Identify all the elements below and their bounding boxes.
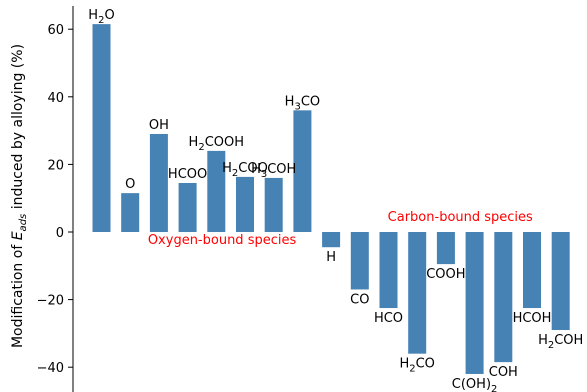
bar — [322, 232, 341, 248]
bar-label: CO — [350, 292, 369, 307]
bar — [264, 177, 283, 232]
bar-label: H — [326, 250, 336, 265]
bar-label: HCOO — [168, 167, 207, 182]
bar-label: H2CO — [399, 357, 434, 375]
bar — [350, 232, 369, 290]
chart-annotations: Oxygen-bound species Carbon-bound species — [148, 210, 533, 248]
bar-label: H2COOH — [189, 135, 244, 153]
y-tick-label: 40 — [47, 91, 64, 106]
species-group-annotation: Carbon-bound species — [388, 210, 533, 225]
bar-label: H3COH — [251, 162, 296, 180]
plot-axes: 60 40 20 0 −20 −40 — [37, 6, 74, 392]
bar-label: COOH — [426, 267, 465, 282]
bar-label: OH — [149, 118, 169, 133]
bar — [293, 110, 312, 232]
bar-label: COH — [489, 365, 518, 380]
bar-label: H2COO — [222, 161, 268, 179]
y-axis-label: Modification of Eads induced by alloying… — [10, 44, 29, 348]
bar-label: HCOH — [513, 311, 552, 326]
y-tick-label: 20 — [47, 158, 64, 173]
bar-label: C(OH)2 — [452, 377, 498, 392]
species-group-annotation: Oxygen-bound species — [148, 233, 297, 248]
bar — [92, 24, 111, 232]
bar-label: HCO — [374, 311, 403, 326]
bar — [207, 150, 226, 232]
bar — [149, 133, 168, 232]
bar-label: H2O — [88, 8, 114, 26]
bar — [236, 176, 254, 232]
bar — [494, 232, 513, 363]
bar — [178, 182, 197, 232]
bar-label: H2COH — [538, 333, 583, 351]
y-tick-label: −40 — [37, 361, 64, 376]
bar — [121, 193, 140, 232]
bar-labels: H2OOOHHCOOH2COOHH2COOH3COHH3COHCOHCOH2CO… — [88, 8, 583, 392]
bar-label: H3CO — [285, 94, 320, 112]
bar — [523, 232, 541, 309]
bar — [408, 232, 427, 354]
bar-series — [92, 24, 570, 374]
bar — [551, 232, 570, 331]
bar — [379, 232, 398, 309]
y-tick-label: 0 — [56, 226, 64, 241]
y-tick-label: 60 — [47, 23, 64, 38]
bar-label: O — [125, 177, 135, 192]
y-tick-label: −20 — [37, 294, 64, 309]
bar — [465, 232, 484, 374]
bar — [436, 232, 455, 265]
